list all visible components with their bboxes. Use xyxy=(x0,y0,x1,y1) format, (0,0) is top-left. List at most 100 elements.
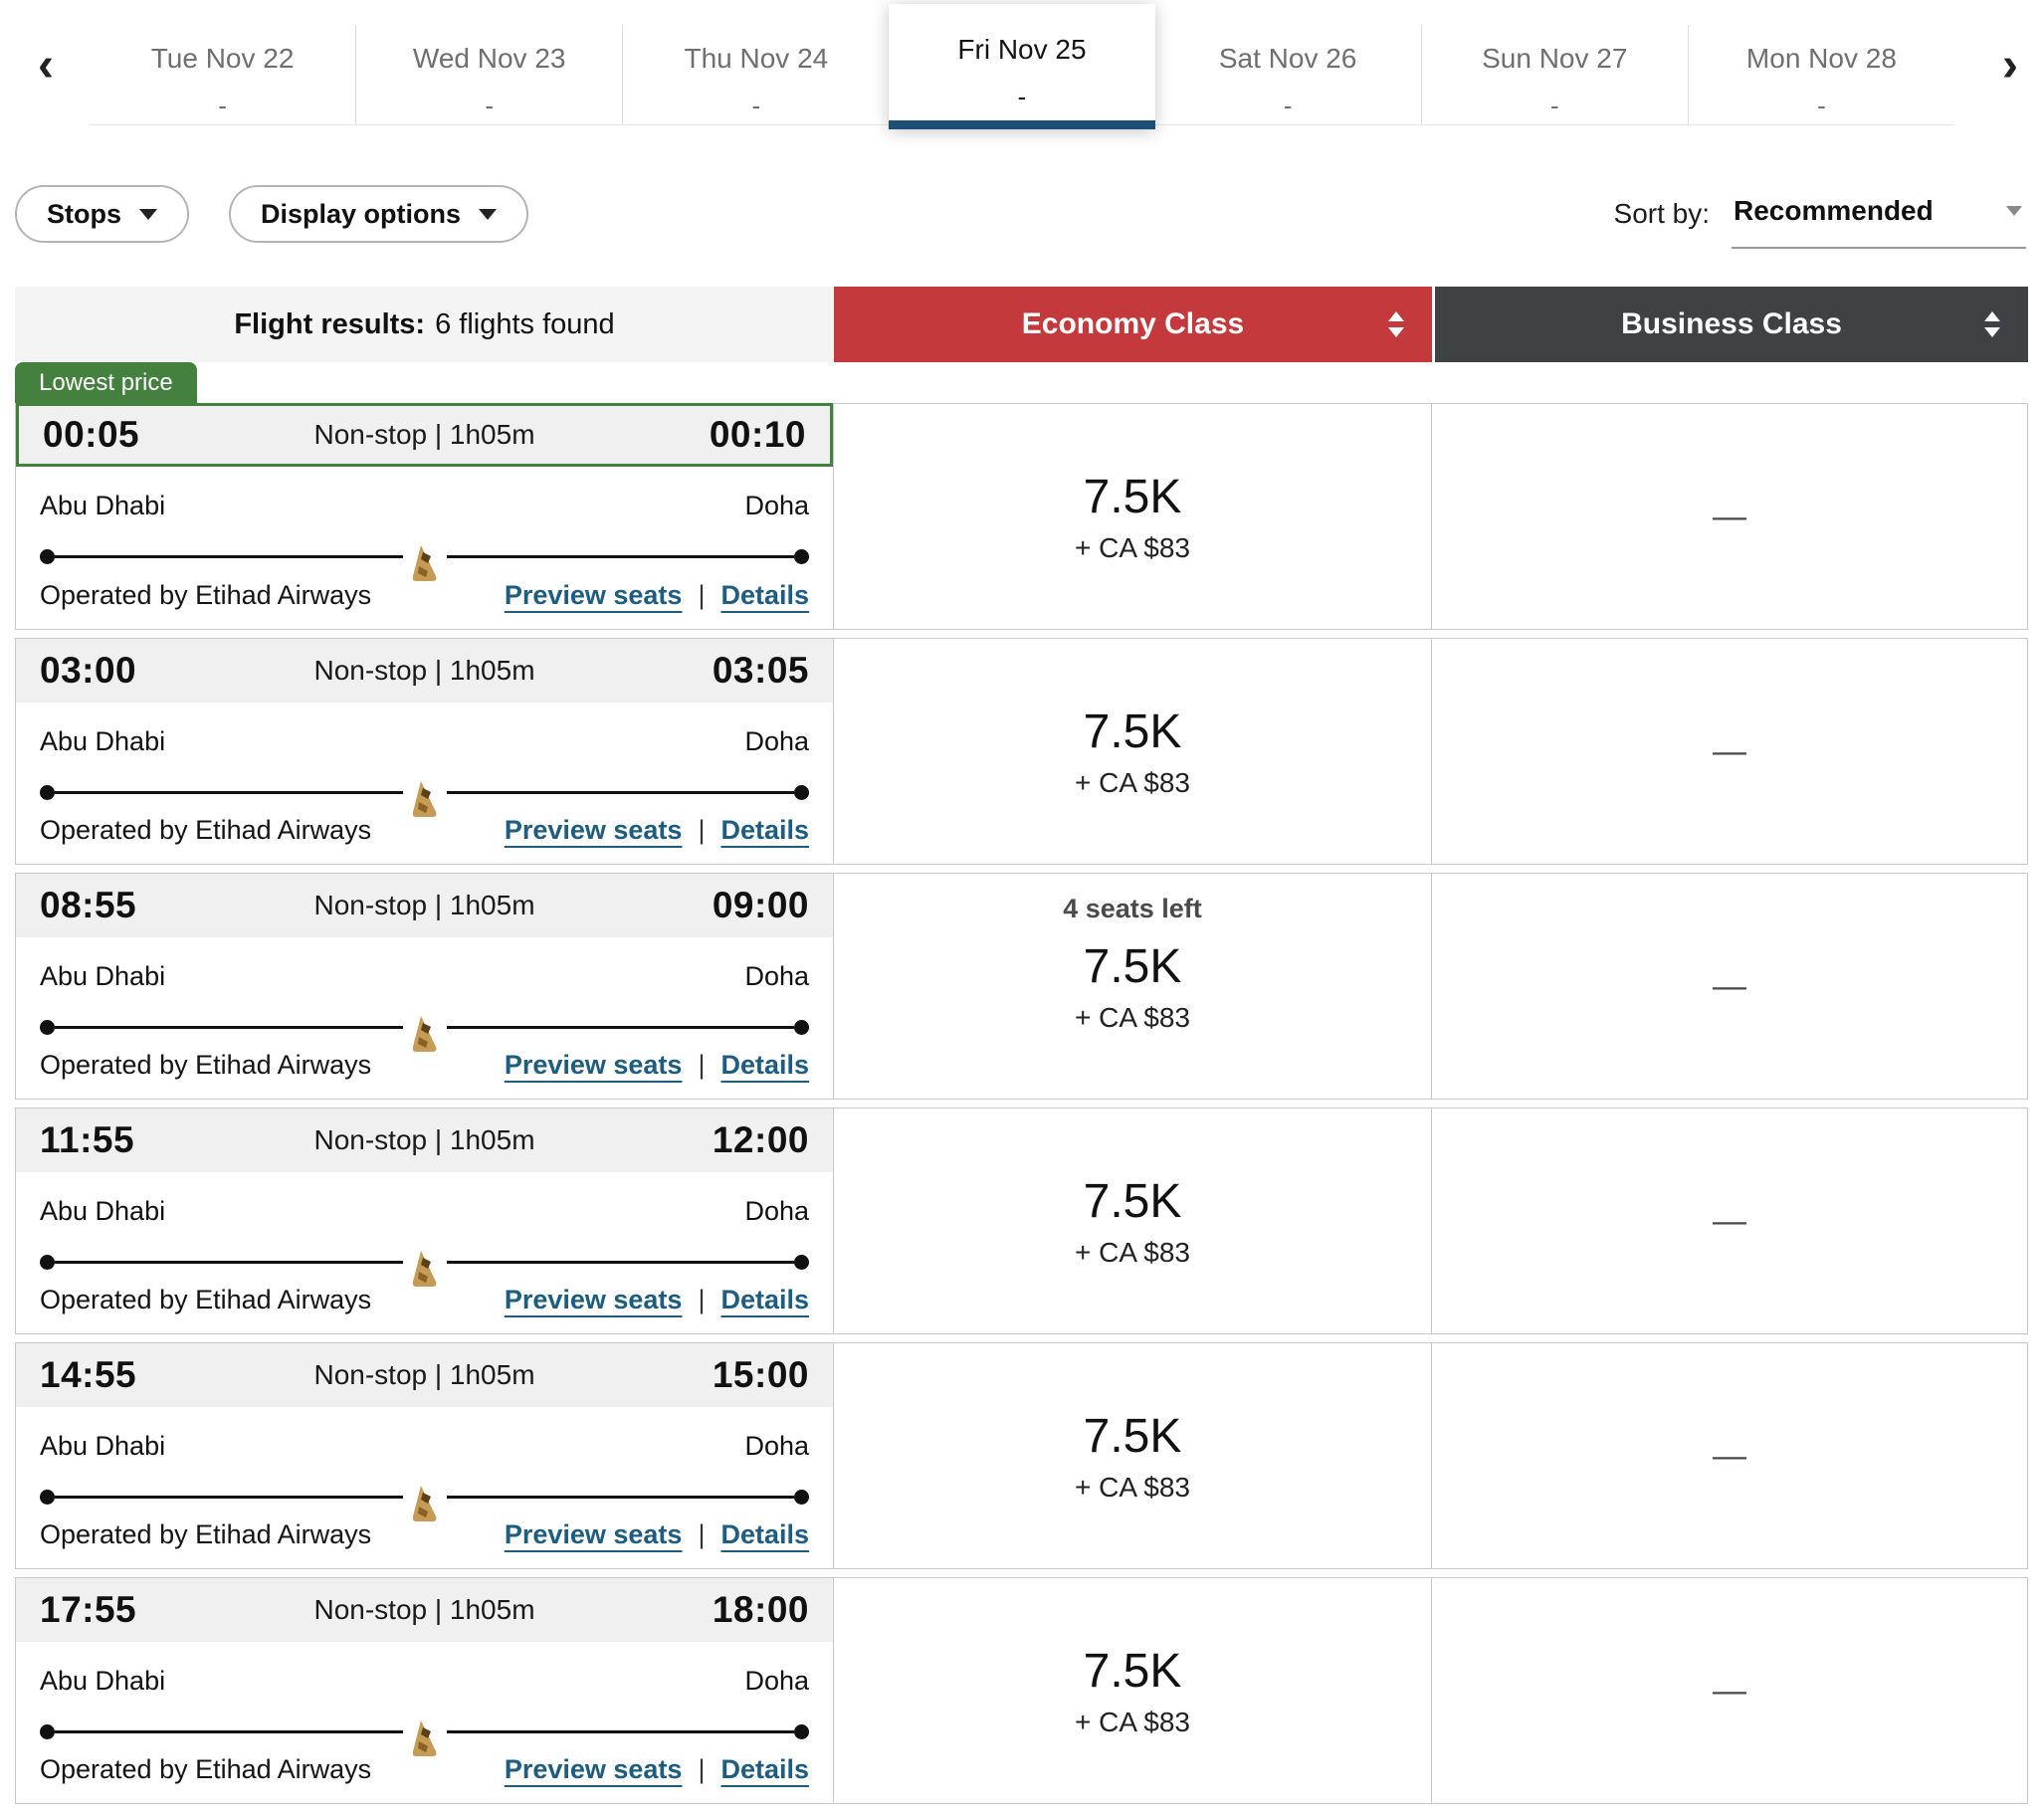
destination-dot xyxy=(794,784,809,800)
details-link[interactable]: Details xyxy=(720,815,809,845)
details-link[interactable]: Details xyxy=(720,1050,809,1080)
no-fare-dash: — xyxy=(1713,1201,1746,1240)
economy-fare-cell[interactable]: 4 seats left 7.5K + CA $83 xyxy=(834,873,1432,1100)
business-class-header[interactable]: Business Class xyxy=(1432,287,2028,362)
stops-filter-button[interactable]: Stops xyxy=(15,185,190,243)
airline-tail-icon xyxy=(412,1251,436,1287)
route-summary: Non-stop | 1h05m xyxy=(313,419,535,450)
date-tab-wed-nov-23[interactable]: Wed Nov 23 - xyxy=(355,25,622,124)
preview-seats-link[interactable]: Preview seats xyxy=(504,1519,683,1549)
tab-price-label: - xyxy=(218,91,227,120)
destination-city: Doha xyxy=(744,1431,809,1461)
destination-dot xyxy=(794,1723,809,1739)
date-tab-thu-nov-24[interactable]: Thu Nov 24 - xyxy=(622,25,889,124)
flight-row: 03:00 Non-stop | 1h05m 03:05 Abu Dhabi D… xyxy=(15,638,2028,865)
tab-price-label: - xyxy=(1549,91,1559,120)
preview-seats-link[interactable]: Preview seats xyxy=(504,1050,683,1080)
no-fare-dash: — xyxy=(1713,1436,1746,1475)
no-fare-dash: — xyxy=(1713,966,1746,1005)
lowest-price-badge: Lowest price xyxy=(15,362,197,403)
economy-fare-cell[interactable]: 7.5K + CA $83 xyxy=(834,1108,1432,1334)
business-fare-cell: — xyxy=(1432,1108,2028,1334)
flight-times-strip: 00:05 Non-stop | 1h05m 00:10 xyxy=(16,403,833,467)
details-link[interactable]: Details xyxy=(720,580,809,610)
date-tab-mon-nov-28[interactable]: Mon Nov 28 - xyxy=(1687,25,1954,124)
origin-dot xyxy=(40,1019,55,1035)
destination-dot xyxy=(794,548,809,564)
route-line xyxy=(40,1478,809,1521)
preview-seats-link[interactable]: Preview seats xyxy=(504,815,683,845)
results-table: Flight results: 6 flights found Economy … xyxy=(0,287,2044,1804)
flight-row: 17:55 Non-stop | 1h05m 18:00 Abu Dhabi D… xyxy=(15,1577,2028,1804)
economy-class-label: Economy Class xyxy=(1021,307,1245,340)
display-options-button[interactable]: Display options xyxy=(229,185,529,243)
economy-fare-cell[interactable]: 7.5K + CA $83 xyxy=(834,1342,1432,1569)
date-tab-sun-nov-27[interactable]: Sun Nov 27 - xyxy=(1420,25,1688,124)
economy-fare-cell[interactable]: 7.5K + CA $83 xyxy=(834,1577,1432,1804)
economy-points: 7.5K xyxy=(1083,1644,1182,1698)
tab-price-label: - xyxy=(751,91,761,120)
link-separator: | xyxy=(698,1519,706,1549)
origin-dot xyxy=(40,784,55,800)
date-tabs: Tue Nov 22 - Wed Nov 23 - Thu Nov 24 - F… xyxy=(90,0,1954,129)
flight-row: 08:55 Non-stop | 1h05m 09:00 Abu Dhabi D… xyxy=(15,873,2028,1100)
flight-info-card: 17:55 Non-stop | 1h05m 18:00 Abu Dhabi D… xyxy=(15,1577,834,1804)
departure-time: 08:55 xyxy=(40,885,137,925)
date-tab-sat-nov-26[interactable]: Sat Nov 26 - xyxy=(1155,25,1421,124)
sort-icon[interactable] xyxy=(1388,311,1404,337)
preview-seats-link[interactable]: Preview seats xyxy=(504,1285,683,1314)
route-block: Abu Dhabi Doha xyxy=(16,467,833,581)
chevron-down-icon xyxy=(479,208,498,220)
chevron-down-icon xyxy=(139,208,158,220)
tab-date-label: Tue Nov 22 xyxy=(150,43,295,74)
date-tab-tue-nov-22[interactable]: Tue Nov 22 - xyxy=(90,25,355,124)
destination-city: Doha xyxy=(744,1666,809,1696)
date-tab-bar: ‹ Tue Nov 22 - Wed Nov 23 - Thu Nov 24 -… xyxy=(0,0,2044,129)
link-separator: | xyxy=(698,1050,706,1080)
route-block: Abu Dhabi Doha xyxy=(16,1642,833,1756)
economy-cash: + CA $83 xyxy=(1075,766,1190,798)
economy-cash: + CA $83 xyxy=(1075,1706,1190,1737)
preview-seats-link[interactable]: Preview seats xyxy=(504,1754,683,1784)
economy-class-header[interactable]: Economy Class xyxy=(834,287,1432,362)
business-class-label: Business Class xyxy=(1621,307,1842,340)
details-link[interactable]: Details xyxy=(720,1519,809,1549)
economy-fare-cell[interactable]: 7.5K + CA $83 xyxy=(834,403,1432,630)
flight-results-count: 6 flights found xyxy=(435,307,615,340)
route-line xyxy=(40,1713,809,1756)
flight-times-strip: 08:55 Non-stop | 1h05m 09:00 xyxy=(16,874,833,937)
details-link[interactable]: Details xyxy=(720,1754,809,1784)
origin-city: Abu Dhabi xyxy=(40,726,166,756)
arrival-time: 15:00 xyxy=(712,1354,809,1395)
flight-row: 11:55 Non-stop | 1h05m 12:00 Abu Dhabi D… xyxy=(15,1108,2028,1334)
origin-dot xyxy=(40,548,55,564)
flight-row: Lowest price 00:05 Non-stop | 1h05m 00:1… xyxy=(15,362,2028,630)
sort-icon[interactable] xyxy=(1984,311,2000,337)
arrival-time: 00:10 xyxy=(709,414,806,455)
airline-tail-icon xyxy=(412,1486,436,1521)
route-block: Abu Dhabi Doha xyxy=(16,1407,833,1521)
flight-times-strip: 11:55 Non-stop | 1h05m 12:00 xyxy=(16,1109,833,1172)
route-block: Abu Dhabi Doha xyxy=(16,703,833,817)
sort-select[interactable]: Recommended xyxy=(1732,193,2026,249)
operated-by-label: Operated by Etihad Airways xyxy=(40,815,372,845)
date-tab-fri-nov-25-selected[interactable]: Fri Nov 25 - xyxy=(889,4,1155,129)
economy-points: 7.5K xyxy=(1083,470,1182,523)
details-link[interactable]: Details xyxy=(720,1285,809,1314)
flight-row: 14:55 Non-stop | 1h05m 15:00 Abu Dhabi D… xyxy=(15,1342,2028,1569)
origin-city: Abu Dhabi xyxy=(40,961,166,991)
link-separator: | xyxy=(698,815,706,845)
no-fare-dash: — xyxy=(1713,497,1746,535)
origin-city: Abu Dhabi xyxy=(40,1666,166,1696)
prev-dates-button[interactable]: ‹ xyxy=(38,39,54,92)
route-summary: Non-stop | 1h05m xyxy=(313,890,535,920)
economy-fare-cell[interactable]: 7.5K + CA $83 xyxy=(834,638,1432,865)
next-dates-button[interactable]: › xyxy=(2002,39,2018,92)
operated-by-label: Operated by Etihad Airways xyxy=(40,1285,372,1314)
preview-seats-link[interactable]: Preview seats xyxy=(504,580,683,610)
destination-dot xyxy=(794,1019,809,1035)
flight-times-strip: 17:55 Non-stop | 1h05m 18:00 xyxy=(16,1578,833,1642)
departure-time: 17:55 xyxy=(40,1589,137,1630)
route-line xyxy=(40,1008,809,1052)
